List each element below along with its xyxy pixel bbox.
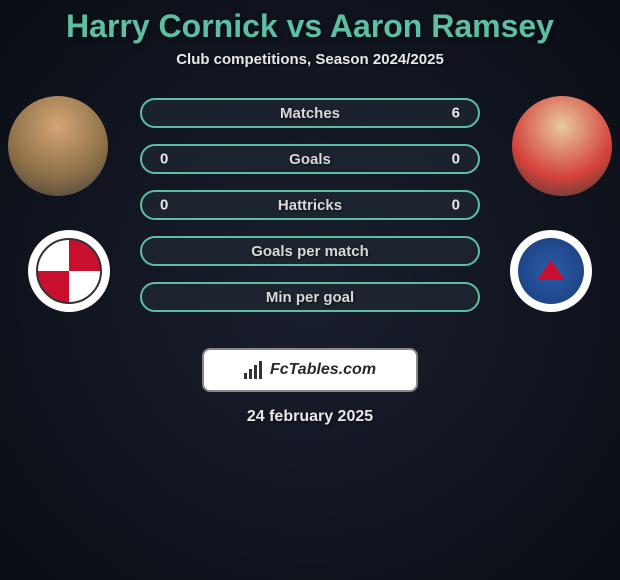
- page-title: Harry Cornick vs Aaron Ramsey: [0, 0, 620, 45]
- avatar-placeholder-icon: [512, 96, 612, 196]
- stat-label: Hattricks: [278, 197, 342, 214]
- stat-label: Matches: [280, 105, 340, 122]
- club-crest-icon: [518, 238, 584, 304]
- stats-list: Matches 6 0 Goals 0 0 Hattricks 0 Goals …: [140, 98, 480, 328]
- branding-badge: FcTables.com: [202, 348, 418, 392]
- stat-row-goals-per-match: Goals per match: [140, 236, 480, 266]
- stat-value-p1: 0: [160, 197, 168, 214]
- stat-row-matches: Matches 6: [140, 98, 480, 128]
- stat-value-p1: 0: [160, 151, 168, 168]
- bar-chart-icon: [244, 361, 264, 379]
- avatar-placeholder-icon: [8, 96, 108, 196]
- stat-value-p2: 0: [452, 197, 460, 214]
- date-label: 24 february 2025: [0, 408, 620, 426]
- stat-label: Min per goal: [266, 289, 354, 306]
- stat-row-hattricks: 0 Hattricks 0: [140, 190, 480, 220]
- stat-label: Goals: [289, 151, 331, 168]
- branding-text: FcTables.com: [270, 361, 376, 379]
- player2-avatar: [512, 96, 612, 196]
- comparison-area: Matches 6 0 Goals 0 0 Hattricks 0 Goals …: [0, 88, 620, 338]
- player1-club-badge: [28, 230, 110, 312]
- stat-row-goals: 0 Goals 0: [140, 144, 480, 174]
- subtitle: Club competitions, Season 2024/2025: [0, 51, 620, 68]
- player1-avatar: [8, 96, 108, 196]
- stat-value-p2: 0: [452, 151, 460, 168]
- stat-label: Goals per match: [251, 243, 369, 260]
- club-crest-icon: [36, 238, 102, 304]
- stat-value-p2: 6: [452, 105, 460, 122]
- stat-row-min-per-goal: Min per goal: [140, 282, 480, 312]
- player2-club-badge: [510, 230, 592, 312]
